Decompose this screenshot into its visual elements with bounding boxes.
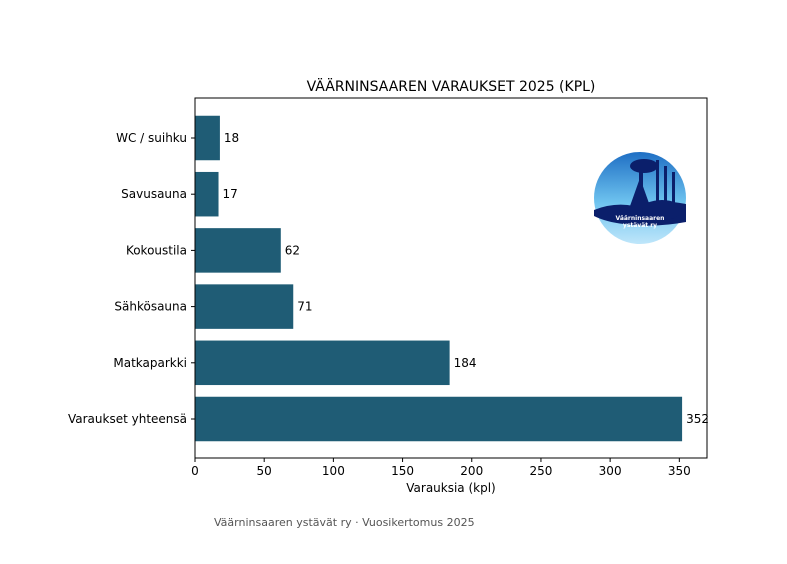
bar-value-label: 62 <box>285 243 300 257</box>
association-logo-icon <box>594 152 686 244</box>
bar-value-label: 18 <box>224 131 239 145</box>
x-tick-label: 100 <box>322 464 345 478</box>
data-labels-group: 18 17 62 71 184 352 <box>223 131 709 426</box>
x-tick-label: 350 <box>668 464 691 478</box>
bar-value-label: 352 <box>686 412 709 426</box>
y-tick-label: Sähkösauna <box>114 300 187 314</box>
logo-text: Väärninsaaren ystävät ry <box>615 215 665 229</box>
bar <box>195 115 220 161</box>
x-tick-label: 50 <box>257 464 272 478</box>
bar <box>195 284 294 329</box>
bars-group <box>195 115 683 442</box>
bar-value-label: 71 <box>297 300 312 314</box>
x-tick-label: 150 <box>391 464 414 478</box>
bar-value-label: 17 <box>223 187 238 201</box>
y-tick-label: WC / suihku <box>116 131 187 145</box>
x-tick-label: 300 <box>599 464 622 478</box>
x-axis-ticks: 0 50 100 150 200 250 300 350 <box>191 458 691 478</box>
x-tick-label: 0 <box>191 464 199 478</box>
y-axis-ticks: WC / suihku Savusauna Kokoustila Sähkösauna… <box>68 131 195 426</box>
y-tick-label: Matkaparkki <box>113 356 187 370</box>
plot-frame <box>194 97 708 459</box>
bar <box>195 396 683 442</box>
bar <box>195 228 281 273</box>
x-axis-label: Varauksia (kpl) <box>406 481 496 495</box>
chart-title: VÄÄRNINSAAREN VARAUKSET 2025 (KPL) <box>306 79 596 95</box>
bar <box>195 171 219 217</box>
bar-value-label: 184 <box>454 356 477 370</box>
y-tick-label: Kokoustila <box>126 243 187 257</box>
x-tick-label: 250 <box>529 464 552 478</box>
footer-text: Väärninsaaren ystävät ry · Vuosikertomus… <box>214 516 475 529</box>
y-tick-label: Varaukset yhteensä <box>68 412 187 426</box>
x-tick-label: 200 <box>460 464 483 478</box>
y-tick-label: Savusauna <box>121 187 187 201</box>
bar <box>195 340 450 386</box>
